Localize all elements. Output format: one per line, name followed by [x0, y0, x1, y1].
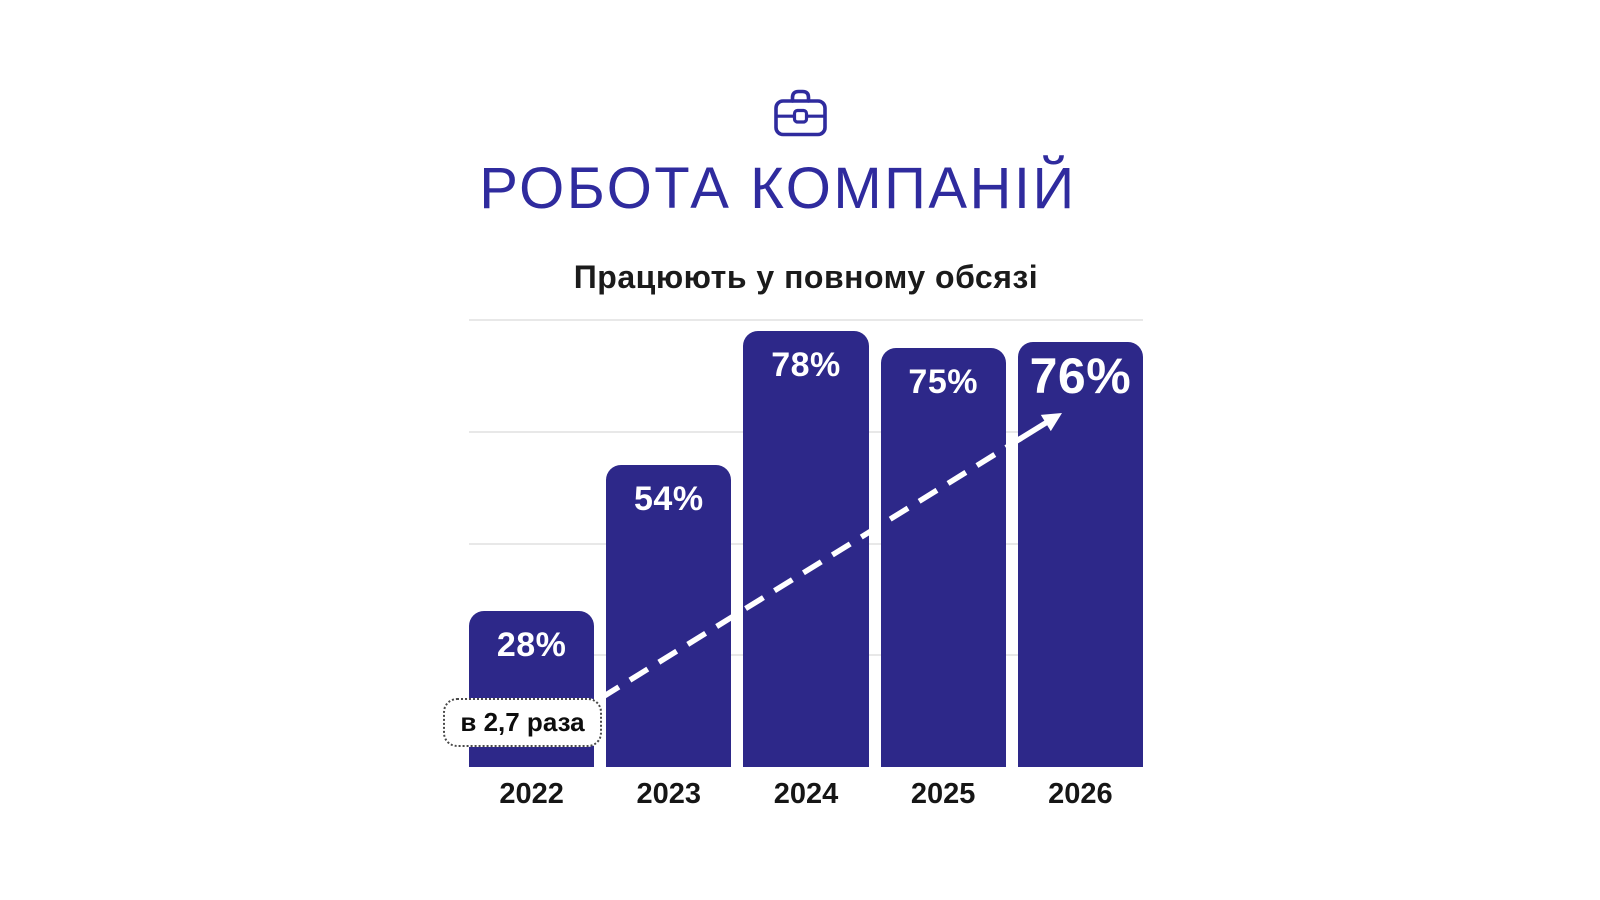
growth-annotation: в 2,7 раза [443, 698, 602, 747]
bar-2025: 75% [880, 347, 1006, 767]
x-axis-label: 2026 [1048, 778, 1113, 810]
x-axis-label: 2024 [773, 778, 839, 810]
x-axis-label: 2025 [910, 778, 976, 810]
x-axis-label: 2022 [499, 778, 564, 810]
chart-title: Працюють у повному обсязі [573, 259, 1039, 295]
bar-value-label: 76% [1029, 348, 1132, 405]
bar-2026: 76% [1017, 342, 1143, 767]
bar-2024: 78% [743, 331, 869, 767]
bar-value-label: 54% [634, 480, 704, 519]
briefcase-icon [774, 89, 827, 137]
bar-2023: 54% [606, 465, 732, 767]
bar-value-label: 78% [771, 346, 841, 385]
bar-value-label: 28% [496, 625, 567, 664]
gridline-80 [469, 319, 1143, 321]
bar-value-label: 75% [908, 362, 978, 401]
page-title: РОБОТА КОМПАНІЙ [479, 156, 1077, 221]
x-axis-label: 2023 [636, 778, 702, 810]
